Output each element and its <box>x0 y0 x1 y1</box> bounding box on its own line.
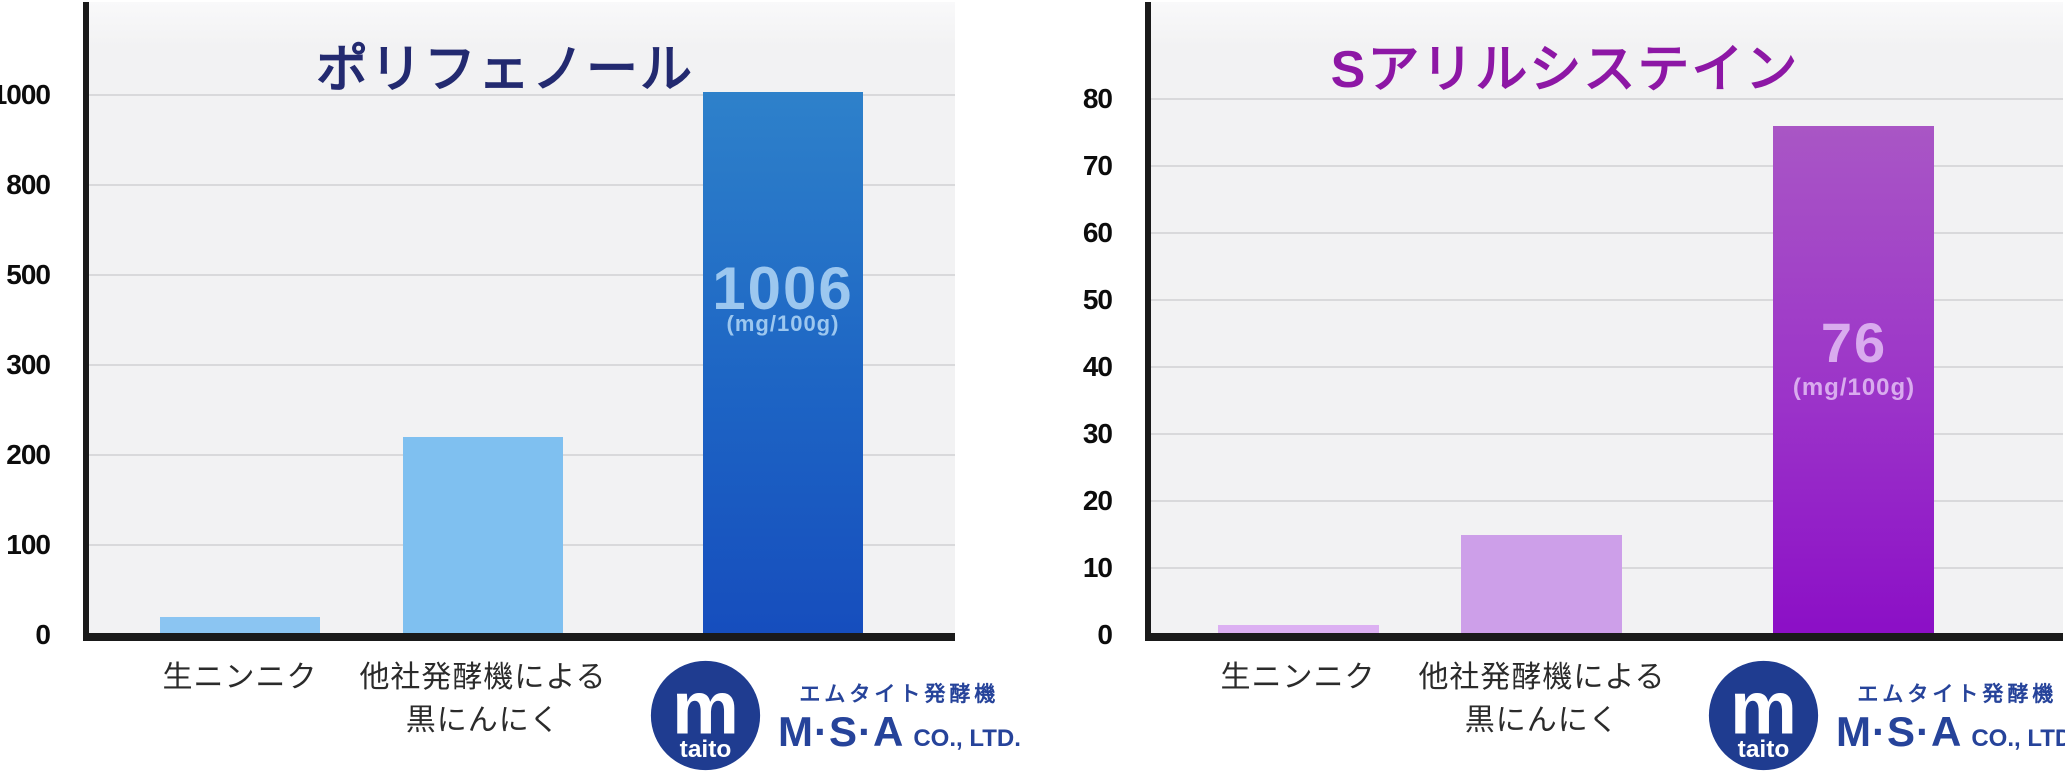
y-tick-label-40: 40 <box>1082 351 1113 382</box>
gridline-500 <box>89 274 955 276</box>
msa-logo-text: エムタイト発酵機 M·S·A CO., LTD. <box>778 678 1021 753</box>
sac-y-axis-line <box>1145 2 1151 641</box>
taito-logo-wordmark: taito <box>1738 736 1790 763</box>
y-tick-label-60: 60 <box>1082 217 1113 248</box>
category-label-他社発酵機による黒にんにく: 他社発酵機による <box>1418 661 1666 694</box>
y-tick-label-500: 500 <box>6 259 51 290</box>
taito-logo-wordmark: taito <box>680 736 732 763</box>
bar-3-ポリフェノール <box>703 92 863 640</box>
y-tick-label-200: 200 <box>6 439 51 470</box>
gridline-30 <box>1151 433 2063 435</box>
y-tick-label-0: 0 <box>35 619 51 650</box>
y-tick-label-30: 30 <box>1082 418 1113 449</box>
y-tick-label-20: 20 <box>1082 485 1113 516</box>
taito-logo-mark: m taito <box>650 660 761 771</box>
gridline-1000 <box>89 94 955 96</box>
bar-unit-label: (mg/100g) <box>1792 374 1916 401</box>
sac-chart-title: Sアリルシステイン <box>1330 41 1800 99</box>
gridline-20 <box>1151 500 2063 502</box>
taito-logo-circle <box>1708 660 1819 771</box>
category-label-他社発酵機による黒にんにく: 他社発酵機による <box>359 661 607 694</box>
msa-logo-company-suffix: CO., LTD. <box>1971 725 2065 752</box>
y-tick-label-80: 80 <box>1082 83 1113 114</box>
msa-logo-subtitle: エムタイト発酵機 <box>1857 683 2058 706</box>
sac-x-axis-line <box>1145 633 2063 641</box>
msa-logo-text: エムタイト発酵機 M·S·A CO., LTD. <box>1836 678 2065 753</box>
msa-logo: m taito エムタイト発酵機 M·S·A CO., LTD. <box>649 659 1021 772</box>
gridline-50 <box>1151 299 2063 301</box>
y-tick-label-10: 10 <box>1082 552 1113 583</box>
gridline-300 <box>89 364 955 366</box>
bar-unit-label: (mg/100g) <box>726 311 840 336</box>
category-label-他社発酵機による黒にんにく: 黒にんにく <box>1464 704 1620 737</box>
y-tick-label-800: 800 <box>6 169 51 200</box>
category-label-生ニンニク: 生ニンニク <box>162 661 318 694</box>
polyphenol-chart-title: ポリフェノール <box>315 41 694 99</box>
msa-logo: m taito エムタイト発酵機 M·S·A CO., LTD. <box>1707 659 2065 772</box>
gridline-80 <box>1151 98 2063 100</box>
msa-logo-company-name: M·S·A <box>1836 708 1963 755</box>
taito-logo-mark: m taito <box>1708 660 1819 771</box>
msa-logo-company-suffix: CO., LTD. <box>913 725 1021 752</box>
polyphenol-y-axis-line <box>83 2 89 641</box>
msa-logo-company-name: M·S·A <box>778 708 905 755</box>
msa-logo-subtitle: エムタイト発酵機 <box>799 683 1000 706</box>
category-label-他社発酵機による黒にんにく: 黒にんにく <box>405 704 561 737</box>
msa-logo-company-line: M·S·A CO., LTD. <box>778 711 1021 753</box>
gridline-40 <box>1151 366 2063 368</box>
gridline-70 <box>1151 165 2063 167</box>
y-tick-label-50: 50 <box>1082 284 1113 315</box>
bar-2-ポリフェノール <box>403 437 563 640</box>
y-tick-label-70: 70 <box>1082 150 1113 181</box>
category-label-生ニンニク: 生ニンニク <box>1220 661 1376 694</box>
bar-value-label: 76 <box>1820 311 1888 374</box>
taito-logo-m-glyph: m <box>1730 665 1797 749</box>
y-tick-label-0: 0 <box>1097 619 1113 650</box>
taito-logo-circle <box>650 660 761 771</box>
y-tick-label-300: 300 <box>6 349 51 380</box>
gridline-800 <box>89 184 955 186</box>
bar-value-label: 1006 <box>712 255 854 322</box>
y-tick-label-100: 100 <box>6 529 51 560</box>
bar-3-Sアリルシステイン <box>1773 125 1934 640</box>
gridline-60 <box>1151 232 2063 234</box>
polyphenol-x-axis-line <box>83 633 955 641</box>
y-tick-label-1000: 1000 <box>0 79 51 110</box>
taito-logo-m-glyph: m <box>672 665 739 749</box>
bar-2-Sアリルシステイン <box>1461 534 1622 640</box>
msa-logo-company-line: M·S·A CO., LTD. <box>1836 711 2065 753</box>
